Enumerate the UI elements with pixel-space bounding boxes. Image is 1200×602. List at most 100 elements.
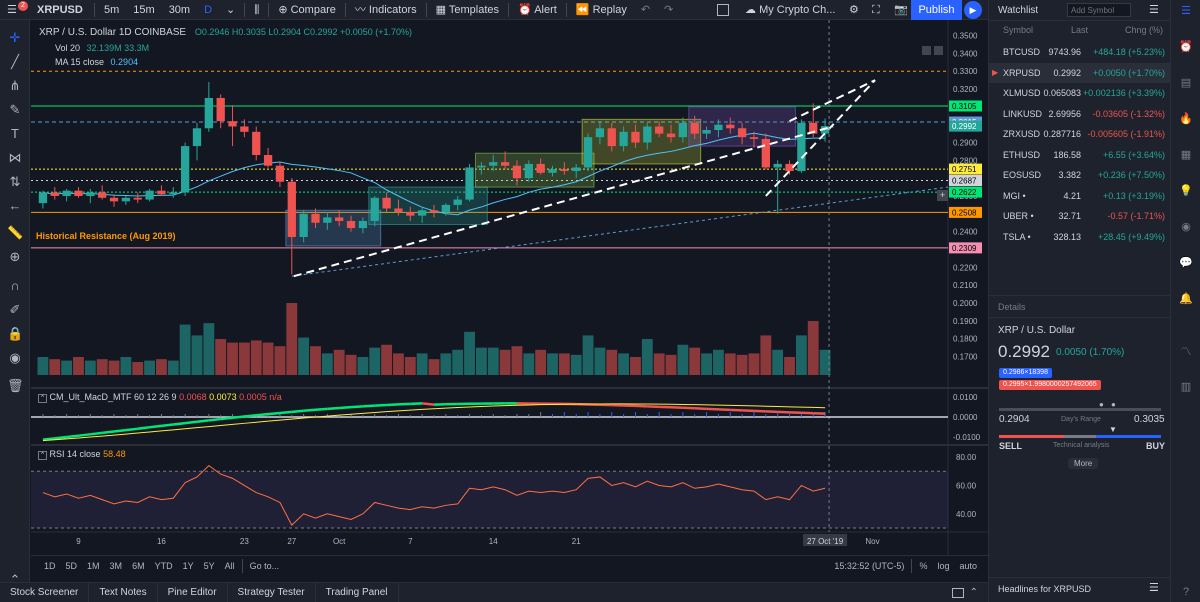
brush-icon[interactable]: ✎ — [9, 102, 21, 117]
alerts-icon[interactable]: ⏰ — [1179, 41, 1193, 53]
menu-icon[interactable]: ☰ 2 — [0, 0, 30, 20]
range-6m[interactable]: 6M — [132, 560, 145, 571]
crosshair-icon[interactable]: ✛ — [9, 30, 21, 45]
range-1y[interactable]: 1Y — [182, 560, 194, 571]
price-tag — [949, 174, 982, 186]
ideas-icon[interactable]: 💡 — [1179, 185, 1193, 197]
watchlist-row[interactable]: MGI • 4.21 +0.13 (+3.19%) — [989, 186, 1171, 206]
indicators-button[interactable]: 〰 Indicators — [354, 3, 417, 16]
candle-type-icon[interactable]: ⫼ — [254, 3, 260, 16]
watchlist-row[interactable]: EOSUSD 3.382 +0.236 (+7.50%) — [989, 165, 1171, 185]
zoom-in-icon[interactable]: ⊕ — [9, 249, 21, 264]
interval-30m[interactable]: 30m — [168, 3, 191, 16]
camera-icon[interactable]: 📷 — [894, 4, 908, 16]
watchlist-row[interactable]: LINKUSD 2.69956 -0.03605 (-1.32%) — [989, 104, 1171, 124]
compare-button[interactable]: ⊕ Compare — [278, 3, 336, 16]
candle-body — [358, 220, 368, 229]
tab-trading-panel[interactable]: Trading Panel — [316, 582, 399, 602]
watchlist-row[interactable]: UBER • 32.71 -0.57 (-1.71%) — [989, 206, 1171, 226]
watchlist-row[interactable]: ZRXUSD 0.287716 -0.005605 (-1.91%) — [989, 124, 1171, 144]
watchlist-title[interactable]: Watchlist — [998, 5, 1039, 16]
templates-button[interactable]: ▦ Templates — [435, 3, 500, 16]
interval-d[interactable]: D — [204, 3, 213, 16]
settings-gear-icon[interactable]: ⚙ — [849, 4, 859, 16]
watchlist-symbol: MGI • — [1003, 190, 1026, 201]
symbol-search[interactable]: XRPUSD — [37, 3, 83, 16]
data-window-icon[interactable]: ▤ — [1180, 77, 1192, 89]
percent-toggle[interactable]: % — [919, 560, 928, 571]
range-5y[interactable]: 5Y — [203, 560, 215, 571]
interval-5m[interactable]: 5m — [104, 3, 120, 16]
add-symbol-input[interactable] — [1067, 3, 1131, 17]
range-all[interactable]: All — [224, 560, 235, 571]
tab-stock-screener[interactable]: Stock Screener — [0, 582, 90, 602]
eye-icon[interactable]: ◉ — [9, 350, 21, 365]
fullscreen-icon[interactable]: ⛶ — [872, 4, 880, 16]
tab-strategy-tester[interactable]: Strategy Tester — [228, 582, 316, 602]
notifications-icon[interactable]: 🔔 — [1179, 293, 1193, 305]
watchlist-row[interactable]: XRPUSD 0.2992 +0.0050 (+1.70%) ▶ — [989, 62, 1171, 83]
log-toggle[interactable]: log — [937, 560, 950, 571]
pane-minimize-icon[interactable] — [922, 46, 931, 55]
fullscreen-toggle-icon[interactable] — [717, 4, 729, 16]
interval-dropdown-icon[interactable]: ⌄ — [226, 3, 236, 16]
add-line-plus-icon[interactable]: + — [937, 190, 948, 201]
ruler-icon[interactable]: 📏 — [7, 225, 24, 240]
more-button[interactable]: More — [1068, 458, 1099, 469]
chat-icon[interactable]: 💬 — [1179, 257, 1193, 269]
magnet-icon[interactable]: ∩ — [10, 278, 20, 293]
auto-toggle[interactable]: auto — [959, 560, 977, 571]
headlines-title[interactable]: Headlines for XRPUSD — [998, 584, 1092, 594]
interval-15m[interactable]: 15m — [133, 3, 155, 16]
lock-drawing-icon[interactable]: ✐ — [9, 302, 21, 317]
redo-icon[interactable]: ↷ — [664, 3, 674, 16]
headlines-menu-icon[interactable]: ☰ — [1149, 582, 1159, 594]
volume-bar — [523, 353, 535, 375]
watchlist-icon[interactable]: ☰ — [1181, 5, 1191, 17]
alert-button[interactable]: ⏰ Alert — [518, 3, 557, 16]
tab-pine-editor[interactable]: Pine Editor — [158, 582, 228, 602]
range-ytd[interactable]: YTD — [154, 560, 173, 571]
range-1m[interactable]: 1M — [87, 560, 100, 571]
watchlist-menu-icon[interactable]: ☰ — [1149, 4, 1159, 16]
collapse-pane-icon[interactable]: ⌃ — [38, 451, 47, 460]
range-5d[interactable]: 5D — [65, 560, 78, 571]
text-tool-icon[interactable]: T — [11, 126, 19, 141]
tab-text-notes[interactable]: Text Notes — [89, 582, 158, 602]
watchlist-row[interactable]: XLMUSD 0.065083 +0.002136 (+3.39%) — [989, 83, 1171, 103]
hotlist-icon[interactable]: 🔥 — [1179, 113, 1193, 125]
watchlist-row[interactable]: BTCUSD 9743.96 +484.18 (+5.23%) — [989, 42, 1171, 62]
replay-button[interactable]: ⏪ Replay — [575, 3, 627, 16]
calendar-icon[interactable]: ▦ — [1180, 149, 1192, 161]
collapse-panel-icon[interactable]: ⌃ — [969, 587, 978, 598]
help-icon[interactable]: ? — [1182, 586, 1190, 598]
order-book-icon[interactable]: ▥ — [1180, 381, 1192, 393]
play-icon[interactable]: ▶ — [964, 1, 982, 19]
undo-icon[interactable]: ↶ — [640, 3, 651, 16]
pane-maximize-icon[interactable] — [934, 46, 943, 55]
lock-icon[interactable]: 🔒 — [7, 326, 24, 341]
prediction-icon[interactable]: ⇅ — [9, 174, 21, 189]
chart-area[interactable]: 0.35000.34000.33000.32000.31000.30000.29… — [31, 20, 988, 562]
streams-icon[interactable]: ◉ — [1181, 221, 1191, 233]
chart-canvas[interactable]: 0.35000.34000.33000.32000.31000.30000.29… — [31, 20, 988, 555]
publish-button[interactable]: Publish — [911, 0, 962, 20]
range-3m[interactable]: 3M — [109, 560, 123, 571]
watchlist-row[interactable]: TSLA • 328.13 +28.45 (+9.49%) — [989, 227, 1171, 247]
watchlist-row[interactable]: ETHUSD 186.58 +6.55 (+3.64%) — [989, 145, 1171, 165]
trash-icon[interactable]: 🗑 — [7, 378, 24, 393]
pitchfork-icon[interactable]: ⋔ — [9, 78, 21, 93]
ohlc-values: O0.2946 H0.3035 L0.2904 C0.2992 +0.0050 … — [194, 27, 413, 37]
pattern-icon[interactable]: ⋈ — [8, 150, 22, 165]
candle-body — [737, 128, 747, 138]
pulse-icon[interactable]: 〽 — [1180, 346, 1192, 358]
layout-name-button[interactable]: ☁ My Crypto Ch... — [745, 4, 836, 16]
goto-date-button[interactable]: Go to... — [249, 560, 280, 571]
maximize-panel-icon[interactable] — [951, 587, 964, 598]
range-1d[interactable]: 1D — [44, 560, 56, 571]
trend-line-icon[interactable]: ╱ — [11, 54, 19, 69]
collapse-pane-icon[interactable]: ⌃ — [38, 394, 47, 403]
clock-time[interactable]: 15:32:52 (UTC-5) — [834, 560, 905, 571]
collapse-icon[interactable]: ⌃ — [9, 572, 21, 587]
back-arrow-icon[interactable]: ← — [8, 198, 22, 213]
